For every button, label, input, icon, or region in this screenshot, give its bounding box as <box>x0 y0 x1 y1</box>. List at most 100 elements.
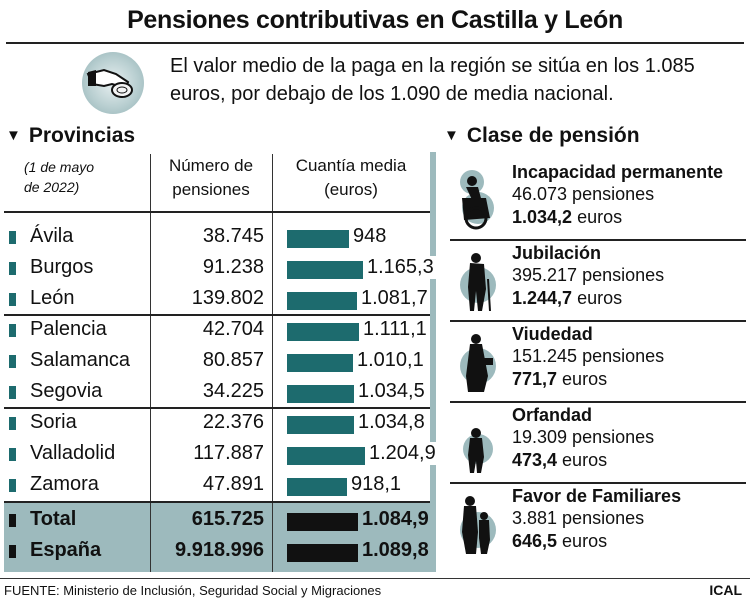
elderly-woman-icon <box>454 330 502 394</box>
amount-bar <box>287 447 365 465</box>
triangle-down-icon: ▼ <box>6 127 21 144</box>
pension-type-count: 395.217 pensiones <box>512 265 665 285</box>
table-row: Ávila 38.745 948 <box>4 222 430 252</box>
amount-bar <box>287 292 357 310</box>
pension-types-heading: ▼ Clase de pensión <box>444 124 640 148</box>
pension-type-amount-value: 771,7 <box>512 369 558 389</box>
table-row: León 139.802 1.081,7 <box>4 284 430 314</box>
amount-column-header: Cuantía media (euros) <box>272 154 430 202</box>
row-label: Segovia <box>30 380 103 402</box>
pension-type-count: 3.881 pensiones <box>512 508 645 528</box>
pension-type-amount-unit: euros <box>557 450 608 470</box>
pension-type-amount-unit: euros <box>572 288 623 308</box>
row-count: 615.725 <box>191 508 264 530</box>
source-note: FUENTE: Ministerio de Inclusión, Segurid… <box>4 583 382 598</box>
pension-type-count: 46.073 pensiones <box>512 184 655 204</box>
row-label: Valladolid <box>30 442 116 464</box>
row-label: Ávila <box>30 225 74 247</box>
pension-type-name: Jubilación <box>512 243 602 263</box>
pension-type-amount: 1.034,2 euros <box>512 207 622 228</box>
amount-label: 1.204,9 <box>367 442 438 465</box>
pension-type-amount-value: 473,4 <box>512 450 558 470</box>
row-count: 22.376 <box>202 411 264 433</box>
title-divider <box>6 42 744 44</box>
row-bullet <box>9 355 16 368</box>
amount-label: 1.111,1 <box>361 318 429 341</box>
pension-type-amount: 1.244,7 euros <box>512 288 622 309</box>
wheelchair-person-icon <box>454 168 502 232</box>
row-label: Soria <box>30 411 77 433</box>
amount-label: 1.081,7 <box>359 287 430 310</box>
header-divider <box>4 211 430 213</box>
row-bullet <box>9 324 16 337</box>
column-divider <box>272 154 273 572</box>
row-count: 91.238 <box>202 256 264 278</box>
group-divider <box>4 407 430 409</box>
column-divider <box>150 154 151 572</box>
triangle-down-icon: ▼ <box>444 127 459 144</box>
row-bullet <box>9 262 16 275</box>
credit-label: ICAL <box>709 582 742 598</box>
elderly-man-cane-icon <box>454 249 502 313</box>
footer-divider <box>0 578 750 579</box>
row-bullet <box>9 448 16 461</box>
pension-type-divider <box>450 239 746 241</box>
pension-type-name: Favor de Familiares <box>512 486 682 506</box>
pension-type-item: Jubilación 395.217 pensiones 1.244,7 euros <box>450 243 746 323</box>
row-bullet <box>9 417 16 430</box>
row-bullet <box>9 545 16 558</box>
pension-type-amount-unit: euros <box>572 207 623 227</box>
header-line: Número de <box>168 156 254 175</box>
pension-type-item: Orfandad 19.309 pensiones 473,4 euros <box>450 405 746 485</box>
pension-type-amount: 473,4 euros <box>512 450 607 471</box>
child-icon <box>454 411 502 475</box>
row-count: 80.857 <box>202 349 264 371</box>
pension-type-item: Incapacidad permanente 46.073 pensiones 1.… <box>450 162 746 242</box>
date-note-line: de 2022) <box>24 179 80 195</box>
amount-label: 918,1 <box>349 473 404 496</box>
pension-types-heading-label: Clase de pensión <box>466 124 640 147</box>
amount-bar <box>287 416 354 434</box>
amount-label: 1.010,1 <box>355 349 426 372</box>
amount-bar <box>287 385 354 403</box>
pension-type-amount: 646,5 euros <box>512 531 607 552</box>
table-row: Valladolid 117.887 1.204,9 <box>4 439 438 469</box>
row-count: 42.704 <box>202 318 264 340</box>
row-label: Burgos <box>30 256 94 278</box>
row-count: 38.745 <box>202 225 264 247</box>
row-bullet <box>9 231 16 244</box>
amount-bar <box>287 323 359 341</box>
amount-bar <box>287 513 358 531</box>
pension-type-item: Viudedad 151.245 pensiones 771,7 euros <box>450 324 746 404</box>
table-edge <box>430 152 436 572</box>
provinces-heading-label: Provincias <box>28 124 136 147</box>
amount-label: 1.034,5 <box>356 380 427 403</box>
family-members-icon <box>454 492 502 556</box>
amount-bar <box>287 230 349 248</box>
pension-type-name: Viudedad <box>512 324 593 344</box>
pension-type-amount-unit: euros <box>557 531 608 551</box>
amount-label: 948 <box>351 225 389 248</box>
header-line: Cuantía media <box>295 156 407 175</box>
amount-bar <box>287 261 363 279</box>
pension-type-count: 151.245 pensiones <box>512 346 665 366</box>
pension-type-count: 19.309 pensiones <box>512 427 655 447</box>
intro-text: El valor medio de la paga en la región s… <box>170 55 695 105</box>
pension-type-amount-unit: euros <box>557 369 608 389</box>
table-row: Segovia 34.225 1.034,5 <box>4 377 430 407</box>
row-bullet <box>9 386 16 399</box>
pension-type-item: Favor de Familiares 3.881 pensiones 646,5 … <box>450 486 746 566</box>
pension-type-name: Orfandad <box>512 405 593 425</box>
table-row: Burgos 91.238 1.165,3 <box>4 253 436 283</box>
provinces-heading: ▼ Provincias <box>6 124 135 148</box>
row-label: León <box>30 287 75 309</box>
row-bullet <box>9 293 16 306</box>
pension-type-amount-value: 1.244,7 <box>512 288 573 308</box>
pension-type-amount: 771,7 euros <box>512 369 607 390</box>
pension-type-name: Incapacidad permanente <box>512 162 724 182</box>
table-row: Soria 22.376 1.034,8 <box>4 408 430 438</box>
count-column-header: Número de pensiones <box>150 154 272 202</box>
row-bullet <box>9 514 16 527</box>
row-label: Salamanca <box>30 349 131 371</box>
pension-type-divider <box>450 482 746 484</box>
